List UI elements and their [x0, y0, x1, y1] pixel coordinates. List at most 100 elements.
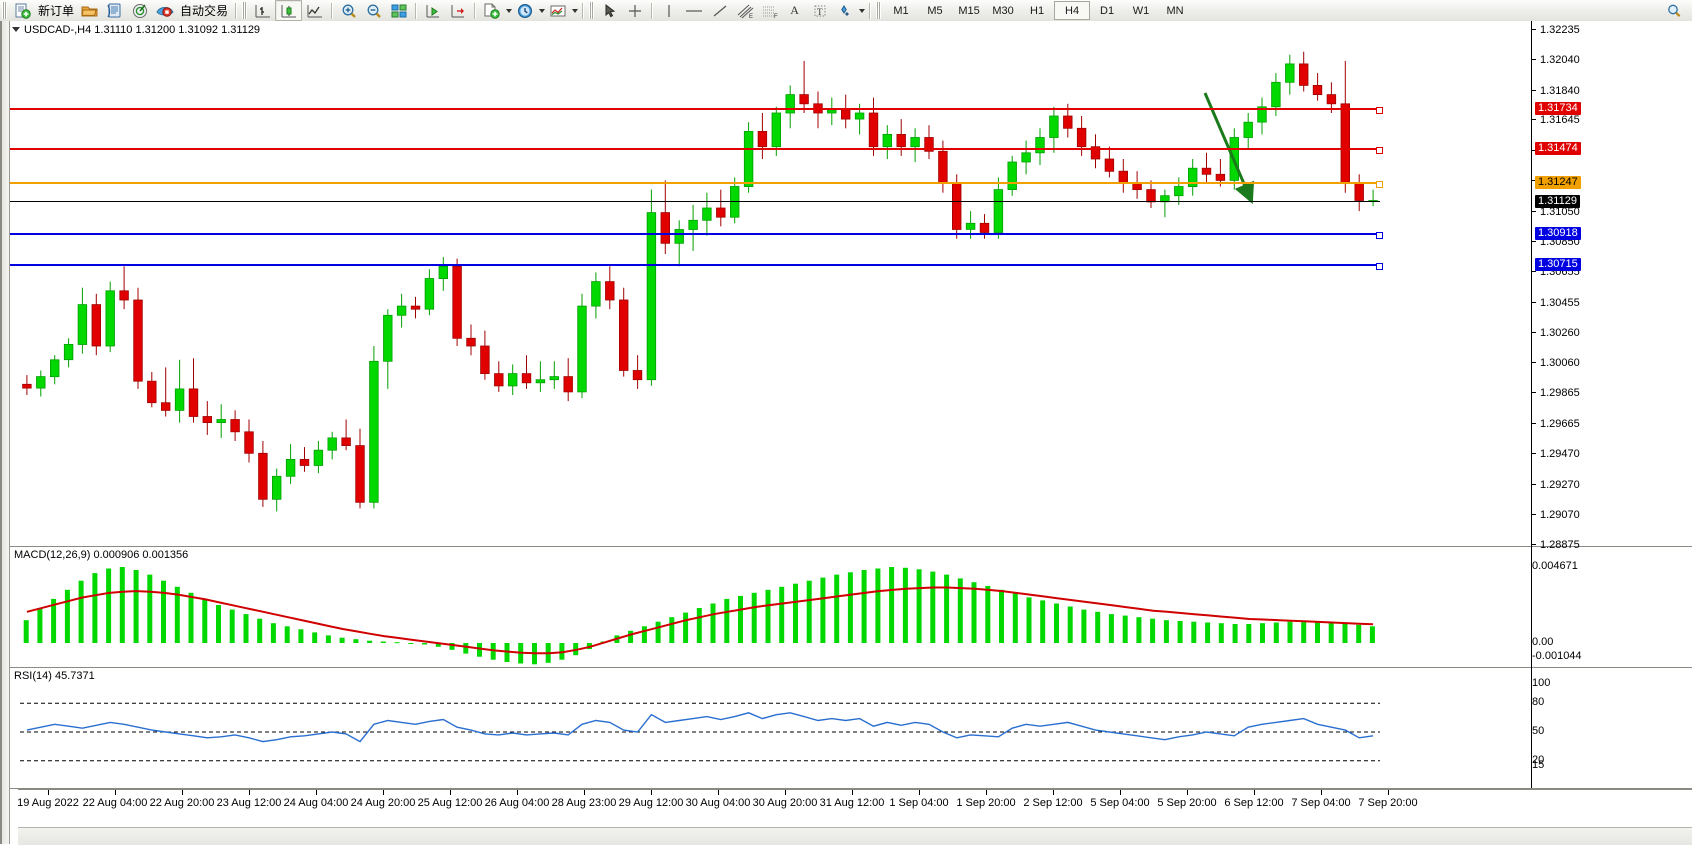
chart-symbol-header: USDCAD-,H4 1.31110 1.31200 1.31092 1.311… — [12, 24, 260, 36]
price-tick: 1.29665 — [1532, 418, 1580, 430]
time-label: 26 Aug 04:00 — [484, 797, 550, 809]
chart-scrollbar[interactable] — [2, 21, 10, 844]
zoom-in-icon[interactable] — [336, 1, 361, 20]
folder-icon[interactable] — [77, 1, 102, 20]
time-label: 22 Aug 20:00 — [149, 797, 215, 809]
candlestick-icon[interactable] — [275, 0, 303, 21]
price-label-last-price[interactable]: 1.31129 — [1535, 194, 1580, 208]
price-label-support[interactable]: 1.30918 — [1535, 226, 1581, 240]
time-label: 5 Sep 20:00 — [1157, 797, 1217, 809]
price-label-resistance[interactable]: 1.31474 — [1535, 141, 1581, 155]
timeframe-m1[interactable]: M1 — [893, 4, 909, 17]
chart-window[interactable]: USDCAD-,H4 1.31110 1.31200 1.31092 1.311… — [0, 21, 1692, 845]
svg-text:T: T — [817, 7, 823, 17]
rsi-label: RSI(14) 45.7371 — [14, 670, 95, 682]
bar-chart-icon[interactable] — [250, 1, 275, 20]
new-order-icon[interactable] — [10, 1, 35, 20]
timeframe-h1[interactable]: H1 — [1030, 4, 1045, 17]
timeframe-m5[interactable]: M5 — [927, 4, 943, 17]
price-tick: 1.30260 — [1532, 327, 1580, 339]
toolbar-separator-5 — [582, 2, 584, 19]
time-label: 23 Aug 12:00 — [216, 797, 282, 809]
price-tick: 1.31050 — [1532, 206, 1580, 218]
crosshair-icon[interactable] — [622, 1, 647, 20]
cursor-icon[interactable] — [597, 1, 622, 20]
chart-plot-area[interactable]: USDCAD-,H4 1.31110 1.31200 1.31092 1.311… — [10, 21, 1692, 845]
period-dropdown-icon[interactable] — [539, 8, 546, 13]
toolbar-grip[interactable] — [2, 2, 7, 19]
time-label: 28 Aug 23:00 — [551, 797, 617, 809]
price-pane[interactable] — [10, 21, 1692, 547]
line-chart-icon[interactable] — [302, 1, 327, 20]
price-tick: 1.29865 — [1532, 387, 1580, 399]
time-label: 30 Aug 20:00 — [752, 797, 818, 809]
chart-shift-icon[interactable] — [445, 1, 470, 20]
macd-pane[interactable]: MACD(12,26,9) 0.000906 0.001356 0.004671… — [10, 547, 1692, 668]
level-line-1.31129[interactable] — [10, 200, 1380, 202]
price-tick: 1.29470 — [1532, 448, 1580, 460]
timeframe-w1[interactable]: W1 — [1132, 4, 1150, 17]
time-label: 6 Sep 12:00 — [1224, 797, 1284, 809]
time-label: 24 Aug 20:00 — [350, 797, 416, 809]
toolbar-grip-4[interactable] — [876, 2, 882, 19]
time-label: 25 Aug 12:00 — [417, 797, 483, 809]
tile-windows-icon[interactable] — [386, 1, 411, 20]
rsi-tick: 20 — [1532, 753, 1545, 766]
time-label: 2 Sep 12:00 — [1023, 797, 1083, 809]
shapes-dropdown-icon[interactable] — [859, 8, 866, 13]
macd-tick: 0.004671 — [1532, 560, 1578, 572]
rsi-pane[interactable]: RSI(14) 45.7371 100 80 50 20 15 — [10, 668, 1692, 789]
price-label-support[interactable]: 1.30715 — [1535, 258, 1581, 271]
price-tick: 1.32040 — [1532, 54, 1580, 66]
price-label-resistance[interactable]: 1.31734 — [1535, 101, 1581, 115]
period-icon[interactable] — [512, 1, 537, 20]
text-icon[interactable]: A — [790, 3, 799, 17]
equidistant-channel-icon[interactable]: E — [732, 1, 757, 20]
toolbar-grip-2[interactable] — [242, 2, 248, 19]
price-tick: 1.32235 — [1532, 24, 1580, 36]
search-icon[interactable] — [1661, 1, 1686, 20]
time-label: 22 Aug 04:00 — [82, 797, 148, 809]
level-line-1.31734[interactable] — [10, 106, 1383, 114]
text-label-icon[interactable]: T — [807, 1, 832, 20]
level-line-1.31247[interactable] — [10, 181, 1383, 189]
auto-scroll-icon[interactable] — [420, 1, 445, 20]
new-order-label[interactable]: 新订单 — [38, 4, 75, 18]
new-chart-dropdown-icon[interactable] — [506, 8, 513, 13]
fibonacci-icon[interactable]: F — [757, 1, 782, 20]
macd-label: MACD(12,26,9) 0.000906 0.001356 — [14, 549, 189, 561]
price-tick: 1.30455 — [1532, 297, 1580, 309]
timeframe-m15[interactable]: M15 — [958, 4, 980, 17]
timeframe-h4[interactable]: H4 — [1054, 1, 1091, 20]
level-line-1.30918[interactable] — [10, 231, 1383, 239]
timeframe-mn[interactable]: MN — [1166, 4, 1184, 17]
data-window-icon[interactable] — [102, 1, 127, 20]
timeframe-m30[interactable]: M30 — [992, 4, 1014, 17]
toolbar-grip-3[interactable] — [589, 2, 595, 19]
time-label: 19 Aug 2022 — [17, 797, 79, 809]
toolbar-separator-7 — [869, 2, 871, 19]
navigator-icon[interactable] — [127, 1, 152, 20]
price-scale[interactable]: 1.322351.320401.318401.316451.314451.312… — [1531, 21, 1692, 788]
level-line-1.30715[interactable] — [10, 263, 1383, 270]
new-chart-icon[interactable] — [479, 1, 504, 20]
price-label-pivot[interactable]: 1.31247 — [1535, 176, 1581, 190]
autotrade-label[interactable]: 自动交易 — [180, 4, 229, 18]
trendline-icon[interactable] — [707, 1, 732, 20]
shapes-icon[interactable] — [832, 1, 857, 20]
templates-dropdown-icon[interactable] — [572, 8, 579, 13]
time-label: 24 Aug 04:00 — [283, 797, 349, 809]
level-line-1.31474[interactable] — [10, 146, 1383, 154]
expert-advisor-icon[interactable] — [152, 1, 177, 20]
svg-text:F: F — [774, 14, 778, 19]
zoom-out-icon[interactable] — [361, 1, 386, 20]
rsi-tick: 50 — [1532, 725, 1545, 737]
price-tick: 1.31645 — [1532, 114, 1580, 126]
horizontal-line-icon[interactable] — [681, 1, 707, 20]
templates-icon[interactable] — [545, 1, 570, 20]
chevron-down-icon[interactable] — [12, 27, 20, 32]
time-label: 7 Sep 20:00 — [1358, 797, 1418, 809]
timeframe-d1[interactable]: D1 — [1100, 4, 1115, 17]
vertical-line-icon[interactable] — [656, 1, 681, 20]
rsi-tick: 80 — [1532, 696, 1545, 709]
